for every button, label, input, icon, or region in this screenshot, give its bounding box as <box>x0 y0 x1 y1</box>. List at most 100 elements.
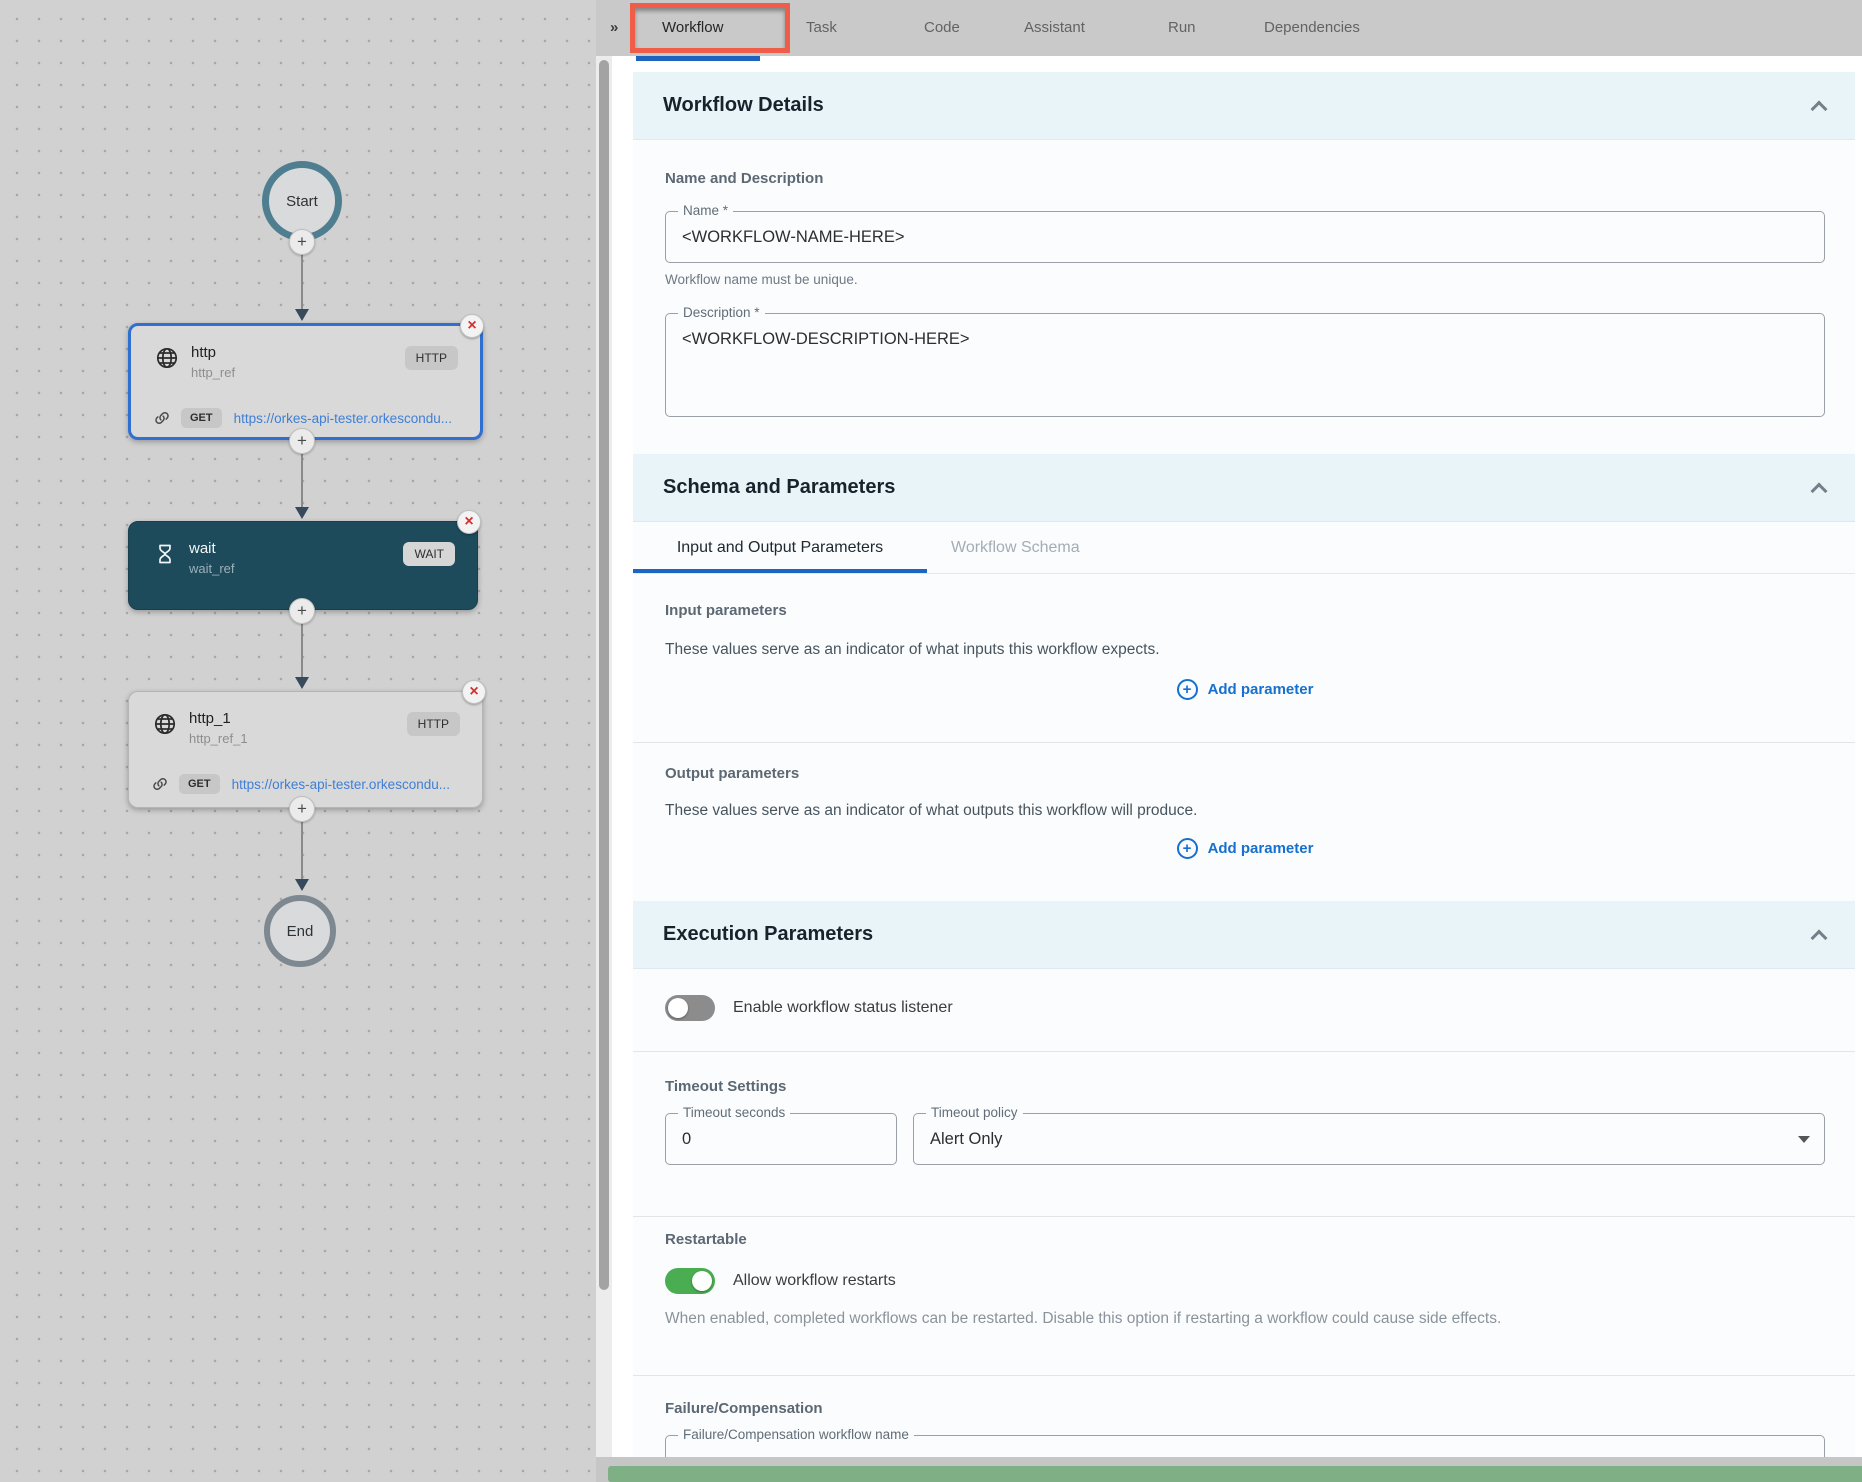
name-description-heading: Name and Description <box>665 170 824 187</box>
bottom-strip <box>596 1457 1862 1482</box>
tab-input-output-parameters[interactable]: Input and Output Parameters <box>676 538 884 556</box>
http-method-badge: GET <box>181 408 222 428</box>
add-task-button[interactable]: + <box>289 796 315 822</box>
input-parameters-heading: Input parameters <box>665 602 787 619</box>
task-url-link[interactable]: https://orkes-api-tester.orkescondu... <box>231 776 450 792</box>
input-parameters-description: These values serve as an indicator of wh… <box>665 641 1160 658</box>
timeout-policy-label: Timeout policy <box>926 1105 1023 1120</box>
tab-task[interactable]: Task <box>806 19 837 36</box>
remove-task-button[interactable]: × <box>462 680 486 704</box>
schema-parameters-header: Schema and Parameters <box>633 454 1855 522</box>
failure-workflow-name-field[interactable]: Failure/Compensation workflow name <box>665 1427 1825 1457</box>
remove-task-button[interactable]: × <box>460 314 484 338</box>
workflow-description-field[interactable]: Description * <WORKFLOW-DESCRIPTION-HERE… <box>665 305 1825 417</box>
start-node[interactable]: Start <box>262 161 342 241</box>
active-tab-annotation-box <box>630 3 790 53</box>
workflow-name-field[interactable]: Name * <WORKFLOW-NAME-HERE> <box>665 203 1825 263</box>
collapse-section-icon[interactable] <box>1810 482 1828 499</box>
output-parameters-heading: Output parameters <box>665 765 800 782</box>
active-tab-indicator <box>636 56 760 61</box>
collapse-section-icon[interactable] <box>1810 100 1828 117</box>
edge-arrowhead <box>295 677 309 689</box>
status-listener-toggle[interactable] <box>665 995 715 1021</box>
task-ref: http_ref_1 <box>189 731 248 746</box>
details-panel: » Workflow Task Code Assistant Run Depen… <box>596 0 1862 1482</box>
tab-run[interactable]: Run <box>1168 19 1196 36</box>
edge-line <box>301 624 303 677</box>
task-type-badge: HTTP <box>406 712 460 736</box>
section-title: Schema and Parameters <box>663 476 896 498</box>
add-task-button[interactable]: + <box>289 229 315 255</box>
add-parameter-label: Add parameter <box>1207 840 1314 857</box>
edge-line <box>301 454 303 507</box>
add-task-button[interactable]: + <box>289 428 315 454</box>
panel-tabbar: » Workflow Task Code Assistant Run Depen… <box>596 0 1862 56</box>
link-icon <box>153 777 167 791</box>
dropdown-caret-icon <box>1798 1136 1810 1143</box>
link-icon <box>155 411 169 425</box>
section-title: Execution Parameters <box>663 923 874 945</box>
panel-scrollbar[interactable] <box>596 56 612 1482</box>
task-url-link[interactable]: https://orkes-api-tester.orkescondu... <box>233 410 452 426</box>
allow-restarts-toggle[interactable] <box>665 1268 715 1294</box>
tab-workflow[interactable]: Workflow <box>662 19 724 36</box>
execution-parameters-header: Execution Parameters <box>633 901 1855 969</box>
scrollbar-thumb[interactable] <box>599 60 609 1290</box>
name-helper-text: Workflow name must be unique. <box>665 272 858 287</box>
task-ref: http_ref <box>191 365 236 380</box>
schema-subtabs: Input and Output Parameters Workflow Sch… <box>633 522 1855 574</box>
task-type-badge: HTTP <box>404 346 458 370</box>
tab-workflow-schema[interactable]: Workflow Schema <box>951 538 1080 556</box>
add-task-button[interactable]: + <box>289 598 315 624</box>
start-node-label: Start <box>286 192 318 210</box>
remove-task-button[interactable]: × <box>457 510 481 534</box>
task-node-http-1[interactable]: http_1 http_ref_1 HTTP GET https://orkes… <box>128 680 486 808</box>
add-output-parameter-button[interactable]: + Add parameter <box>665 838 1825 859</box>
edge-line <box>301 822 303 879</box>
tab-dependencies[interactable]: Dependencies <box>1264 19 1360 36</box>
workflow-details-header: Workflow Details <box>633 72 1855 140</box>
end-node[interactable]: End <box>264 895 336 967</box>
failure-workflow-name-label: Failure/Compensation workflow name <box>678 1427 914 1442</box>
task-title: http_1 <box>189 710 231 727</box>
edge-arrowhead <box>295 507 309 519</box>
plus-circle-icon: + <box>1176 679 1198 700</box>
restartable-helper-text: When enabled, completed workflows can be… <box>665 1310 1502 1327</box>
name-field-label: Name * <box>678 203 734 218</box>
add-input-parameter-button[interactable]: + Add parameter <box>665 679 1825 700</box>
allow-restarts-label: Allow workflow restarts <box>733 1272 896 1289</box>
divider <box>633 1216 1855 1217</box>
workflow-canvas[interactable]: Start + http http_ref HTTP GET https://o… <box>0 0 596 1482</box>
timeout-policy-value: Alert Only <box>930 1129 1003 1148</box>
end-node-label: End <box>286 922 314 940</box>
timeout-policy-select[interactable]: Timeout policy Alert Only <box>913 1105 1825 1165</box>
task-type-badge: WAIT <box>403 542 455 566</box>
panel-content: Workflow Details Name and Description Na… <box>612 56 1862 1457</box>
task-node-http[interactable]: http http_ref HTTP GET https://orkes-api… <box>128 314 484 440</box>
edge-arrowhead <box>295 879 309 891</box>
failure-compensation-heading: Failure/Compensation <box>665 1400 823 1417</box>
plus-circle-icon: + <box>1176 838 1198 859</box>
name-field-value[interactable]: <WORKFLOW-NAME-HERE> <box>682 227 905 246</box>
output-parameters-description: These values serve as an indicator of wh… <box>665 802 1198 819</box>
task-title: wait <box>189 540 216 557</box>
task-ref: wait_ref <box>189 561 235 576</box>
task-node-wait[interactable]: wait wait_ref WAIT × <box>128 510 481 610</box>
status-listener-label: Enable workflow status listener <box>733 999 953 1016</box>
divider <box>633 1375 1855 1376</box>
tab-assistant[interactable]: Assistant <box>1024 19 1085 36</box>
description-field-label: Description * <box>678 305 765 320</box>
description-field-value[interactable]: <WORKFLOW-DESCRIPTION-HERE> <box>682 330 970 348</box>
collapse-section-icon[interactable] <box>1810 929 1828 946</box>
globe-icon <box>154 713 176 735</box>
timeout-seconds-field[interactable]: Timeout seconds 0 <box>665 1105 897 1165</box>
restartable-heading: Restartable <box>665 1231 747 1248</box>
task-title: http <box>191 344 217 361</box>
collapse-panel-icon[interactable]: » <box>610 19 619 36</box>
divider <box>633 742 1855 743</box>
horizontal-scrollbar[interactable] <box>608 1466 1862 1482</box>
tab-code[interactable]: Code <box>924 19 960 36</box>
timeout-seconds-value[interactable]: 0 <box>682 1129 692 1148</box>
subtab-indicator <box>633 569 927 573</box>
globe-icon <box>156 347 178 369</box>
